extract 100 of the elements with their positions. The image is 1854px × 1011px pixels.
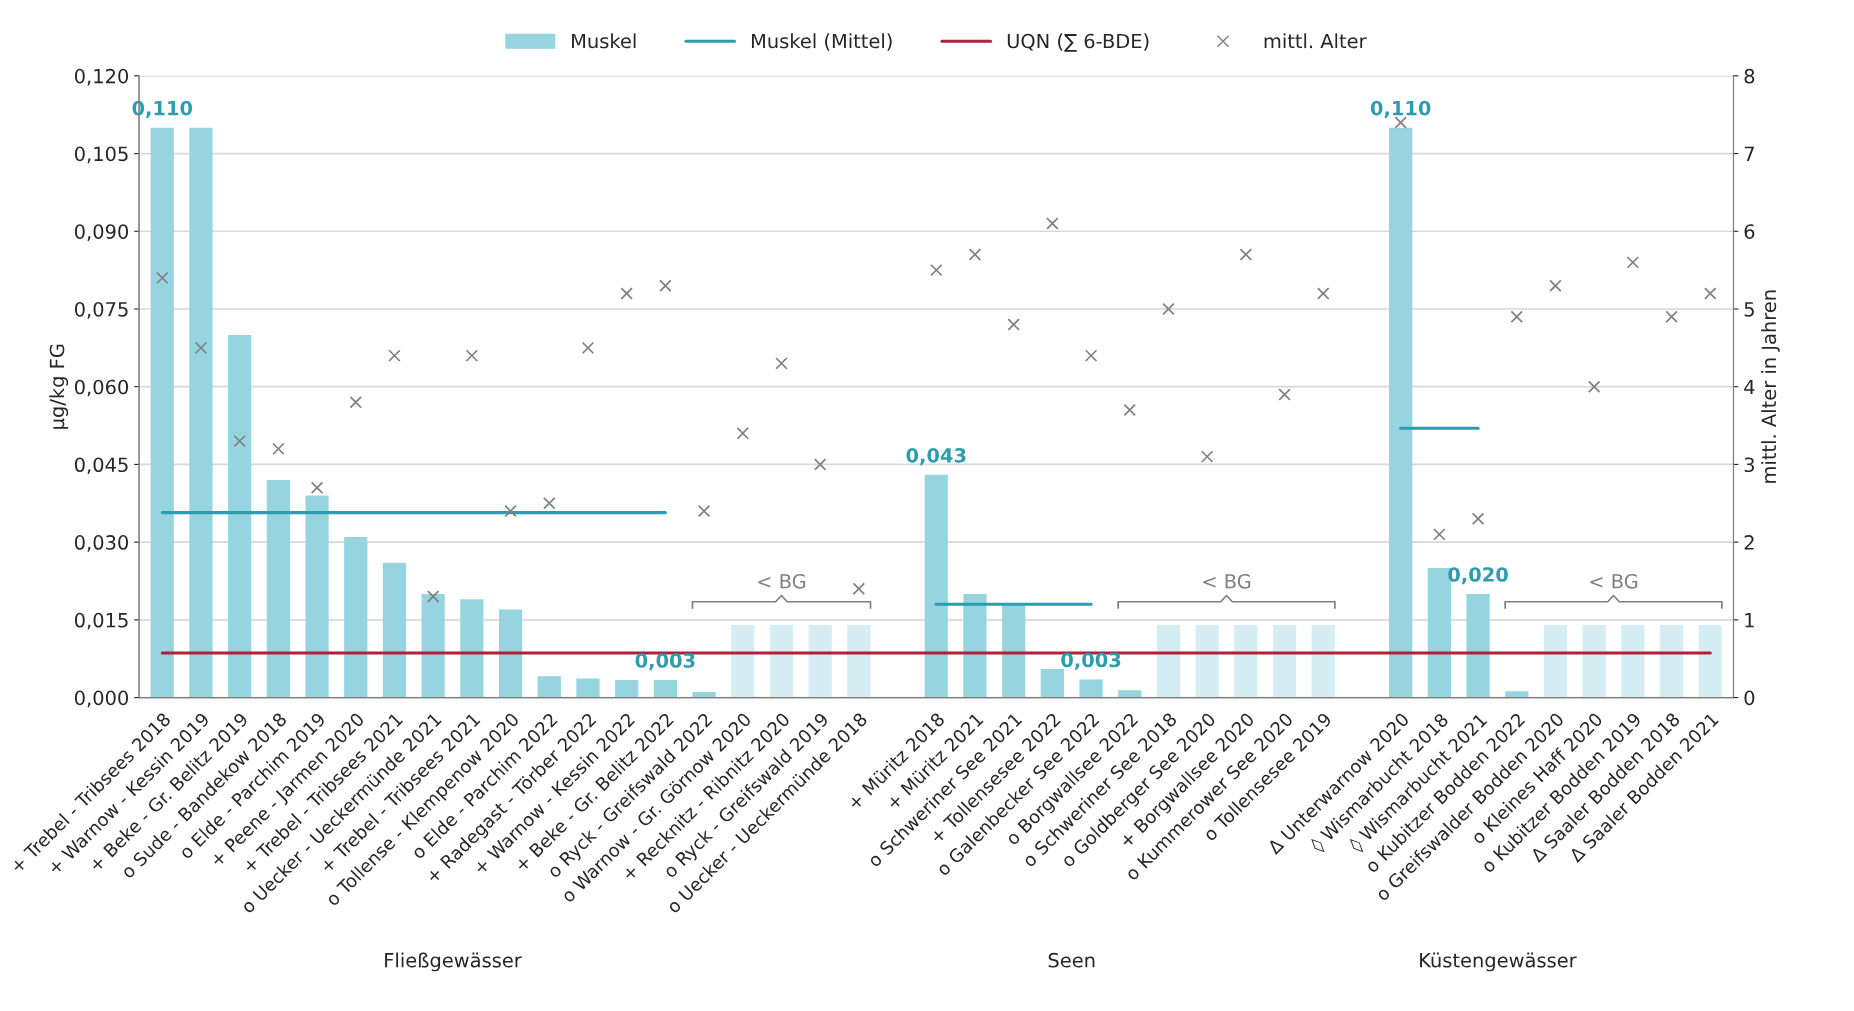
bar bbox=[847, 625, 871, 698]
bar bbox=[421, 593, 445, 698]
y2-tick-label: 6 bbox=[1744, 224, 1755, 239]
bar bbox=[1621, 625, 1645, 698]
bar bbox=[1466, 593, 1490, 698]
y2-tick-label: 2 bbox=[1744, 535, 1754, 550]
annotation: 0,003 bbox=[1061, 652, 1121, 670]
point bbox=[813, 458, 827, 471]
point bbox=[1084, 349, 1098, 362]
point bbox=[1007, 318, 1020, 331]
bar bbox=[731, 625, 755, 698]
bar bbox=[344, 536, 368, 698]
y-tick-label: 0,090 bbox=[74, 224, 129, 241]
y2-tick-label: 8 bbox=[1744, 68, 1755, 84]
point bbox=[581, 341, 595, 355]
y2-tick-label: 7 bbox=[1744, 146, 1754, 161]
bar bbox=[382, 562, 407, 698]
y2-tick-label: 3 bbox=[1744, 457, 1755, 473]
y2-tick-label: 5 bbox=[1744, 302, 1754, 317]
text: Küstengewässer bbox=[1420, 952, 1577, 972]
bar bbox=[924, 474, 948, 698]
bar bbox=[228, 334, 252, 698]
bar bbox=[1079, 679, 1103, 698]
bar bbox=[1195, 625, 1219, 698]
point bbox=[233, 434, 246, 448]
legend-label: Muskel bbox=[572, 33, 636, 49]
bar bbox=[1156, 625, 1181, 698]
annotation: 0,110 bbox=[1370, 100, 1431, 119]
y2-tick-label: 1 bbox=[1745, 613, 1754, 628]
bar bbox=[150, 127, 174, 698]
point bbox=[659, 279, 672, 292]
legend-label: mittl. Alter bbox=[1264, 33, 1367, 49]
y-tick-label: 0,000 bbox=[74, 690, 129, 708]
text: Seen bbox=[1048, 952, 1095, 968]
y-tick-label: 0,105 bbox=[74, 146, 128, 164]
bar bbox=[460, 599, 484, 698]
point bbox=[736, 427, 749, 440]
bar bbox=[1582, 625, 1606, 698]
point bbox=[156, 271, 169, 285]
bar bbox=[769, 625, 794, 698]
point bbox=[194, 341, 208, 355]
bar bbox=[1659, 625, 1684, 698]
point bbox=[775, 357, 788, 370]
bar bbox=[808, 625, 832, 698]
bar bbox=[1002, 604, 1026, 698]
y-tick-label: 0,030 bbox=[74, 535, 129, 552]
point bbox=[1162, 302, 1175, 316]
point bbox=[388, 349, 401, 362]
point bbox=[1317, 287, 1330, 300]
annotation: 0,003 bbox=[635, 653, 695, 671]
point bbox=[426, 590, 440, 603]
point bbox=[1278, 388, 1291, 401]
bar bbox=[498, 609, 523, 698]
point bbox=[930, 263, 943, 277]
bar bbox=[266, 479, 290, 698]
bar bbox=[963, 593, 987, 698]
point bbox=[620, 287, 633, 300]
point bbox=[968, 248, 982, 261]
point bbox=[1587, 380, 1601, 393]
annotation: 0,110 bbox=[132, 100, 193, 119]
point bbox=[1626, 256, 1640, 269]
y2-tick-label: 0 bbox=[1744, 690, 1755, 706]
annotation: < BG bbox=[1590, 573, 1638, 589]
point bbox=[310, 481, 324, 494]
point bbox=[1665, 310, 1678, 323]
point bbox=[1239, 248, 1253, 261]
bar bbox=[189, 127, 213, 698]
point bbox=[1433, 528, 1446, 541]
point bbox=[1200, 450, 1214, 463]
point bbox=[1046, 217, 1059, 230]
bar bbox=[1311, 625, 1335, 698]
point bbox=[697, 504, 711, 518]
bar bbox=[1272, 625, 1297, 698]
y-tick-label: 0,120 bbox=[74, 68, 129, 86]
point bbox=[465, 349, 479, 362]
point bbox=[1123, 403, 1136, 417]
y2-tick-label: 4 bbox=[1744, 379, 1755, 395]
annotation: < BG bbox=[1203, 573, 1251, 589]
point bbox=[1704, 287, 1717, 300]
point bbox=[504, 504, 517, 518]
annotation: 0,043 bbox=[906, 447, 966, 466]
annotation: < BG bbox=[758, 573, 806, 589]
annotation: 0,020 bbox=[1448, 567, 1508, 585]
point bbox=[349, 396, 362, 409]
bar bbox=[653, 679, 677, 698]
bar bbox=[1543, 625, 1568, 698]
point bbox=[1510, 310, 1523, 323]
point bbox=[852, 582, 866, 595]
bar bbox=[1698, 625, 1722, 698]
y2-axis-title: mittl. Alter in Jahren bbox=[1761, 290, 1780, 483]
text: Fließgewässer bbox=[385, 952, 522, 972]
bar bbox=[615, 679, 639, 698]
y-tick-label: 0,015 bbox=[74, 612, 128, 630]
y-tick-label: 0,060 bbox=[74, 379, 129, 397]
y-axis-title: µg/kg FG bbox=[49, 344, 69, 429]
point bbox=[1549, 279, 1562, 292]
bar bbox=[305, 495, 329, 698]
point bbox=[272, 442, 285, 456]
bar bbox=[1234, 625, 1258, 698]
bar bbox=[1040, 669, 1064, 698]
